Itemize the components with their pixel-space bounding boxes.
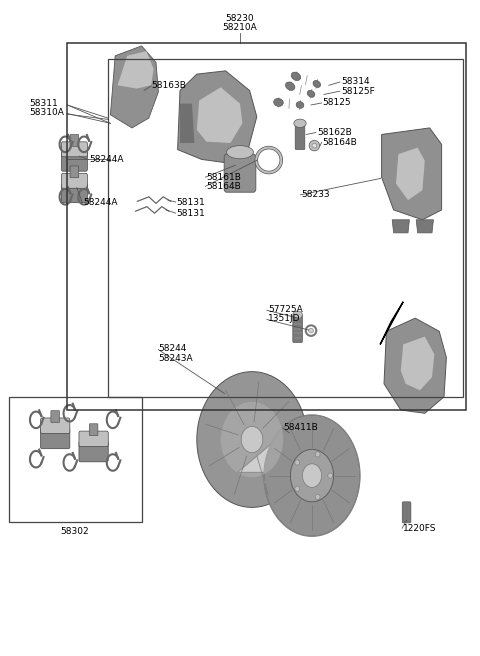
FancyBboxPatch shape	[61, 183, 87, 203]
Text: 57725A: 57725A	[268, 305, 302, 314]
Ellipse shape	[309, 140, 320, 151]
Polygon shape	[197, 87, 242, 143]
Ellipse shape	[291, 72, 300, 81]
Text: 58125: 58125	[323, 98, 351, 108]
Text: 58314: 58314	[341, 77, 370, 87]
FancyBboxPatch shape	[51, 411, 60, 422]
Ellipse shape	[295, 486, 300, 491]
Polygon shape	[110, 46, 158, 128]
Polygon shape	[396, 148, 425, 200]
Text: 58164B: 58164B	[323, 138, 357, 147]
Ellipse shape	[274, 98, 283, 106]
Ellipse shape	[294, 119, 306, 127]
FancyBboxPatch shape	[40, 418, 70, 434]
FancyBboxPatch shape	[89, 424, 98, 436]
Ellipse shape	[313, 81, 321, 87]
Polygon shape	[380, 302, 403, 344]
Text: 58244A: 58244A	[83, 197, 118, 207]
Ellipse shape	[290, 449, 334, 502]
Text: 1220FS: 1220FS	[403, 523, 437, 533]
Ellipse shape	[286, 82, 295, 91]
Polygon shape	[392, 220, 409, 233]
Text: 1351JD: 1351JD	[268, 314, 300, 323]
Ellipse shape	[264, 415, 360, 537]
Ellipse shape	[315, 452, 320, 457]
Polygon shape	[197, 372, 304, 507]
Ellipse shape	[307, 91, 315, 97]
Ellipse shape	[328, 473, 333, 478]
Text: 58243A: 58243A	[158, 354, 193, 363]
FancyBboxPatch shape	[61, 142, 87, 157]
Text: 58244: 58244	[158, 344, 187, 354]
FancyBboxPatch shape	[61, 173, 87, 188]
FancyBboxPatch shape	[293, 315, 302, 342]
Polygon shape	[180, 104, 194, 143]
Ellipse shape	[227, 146, 253, 159]
Ellipse shape	[309, 329, 313, 333]
Text: 58233: 58233	[301, 190, 330, 199]
FancyBboxPatch shape	[79, 431, 108, 447]
Ellipse shape	[241, 426, 263, 453]
Ellipse shape	[302, 464, 322, 487]
Text: 58164B: 58164B	[206, 182, 241, 191]
Polygon shape	[416, 220, 433, 233]
Bar	[108, 59, 463, 397]
FancyBboxPatch shape	[70, 166, 79, 178]
Text: 58411B: 58411B	[283, 423, 318, 432]
FancyBboxPatch shape	[70, 134, 79, 146]
Text: 58131: 58131	[177, 209, 205, 218]
Text: 58162B: 58162B	[317, 128, 351, 137]
FancyBboxPatch shape	[79, 441, 108, 462]
Text: 58131: 58131	[177, 197, 205, 207]
FancyBboxPatch shape	[61, 152, 87, 171]
Text: 58230: 58230	[226, 14, 254, 23]
FancyBboxPatch shape	[402, 502, 411, 523]
Ellipse shape	[295, 460, 300, 465]
Bar	[9, 397, 142, 522]
Ellipse shape	[312, 144, 317, 148]
Bar	[67, 43, 466, 410]
Text: 58163B: 58163B	[151, 81, 186, 90]
Polygon shape	[382, 128, 442, 220]
Ellipse shape	[296, 102, 304, 108]
Ellipse shape	[315, 494, 320, 499]
Ellipse shape	[221, 401, 283, 478]
FancyBboxPatch shape	[40, 428, 70, 449]
FancyBboxPatch shape	[224, 154, 256, 192]
Polygon shape	[384, 318, 446, 413]
Ellipse shape	[293, 311, 302, 319]
Text: 58244A: 58244A	[89, 155, 123, 164]
Text: 58210A: 58210A	[223, 23, 257, 32]
Text: 58302: 58302	[60, 527, 89, 536]
Polygon shape	[178, 71, 257, 163]
Text: 58161B: 58161B	[206, 173, 241, 182]
Text: 58310A: 58310A	[29, 108, 64, 117]
Polygon shape	[118, 51, 154, 89]
Text: 58311: 58311	[29, 99, 58, 108]
FancyBboxPatch shape	[295, 122, 305, 150]
Polygon shape	[401, 337, 434, 390]
Text: 58125F: 58125F	[341, 87, 374, 96]
